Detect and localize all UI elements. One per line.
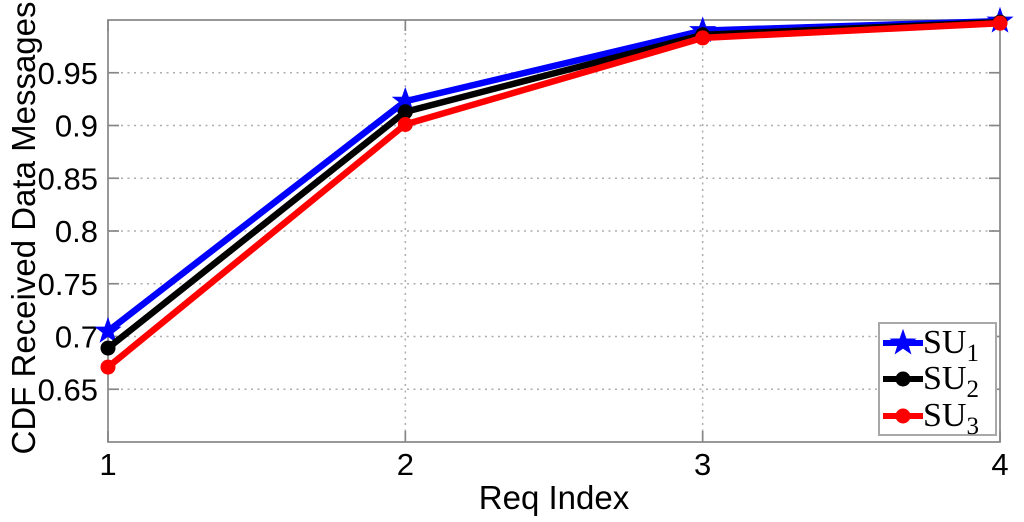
series-SU1 bbox=[94, 6, 1014, 343]
star-marker-icon bbox=[889, 328, 917, 355]
circle-icon bbox=[883, 408, 923, 423]
y-tick-label: 0.95 bbox=[38, 56, 98, 91]
circle-marker-icon bbox=[100, 340, 116, 356]
x-tick-label: 1 bbox=[99, 447, 116, 482]
x-tick-label: 3 bbox=[694, 447, 711, 482]
circle-marker-icon bbox=[397, 116, 413, 132]
y-tick-label: 0.9 bbox=[55, 109, 98, 144]
circle-marker-icon bbox=[895, 371, 911, 387]
legend: SU1 SU2 SU3 bbox=[878, 322, 997, 440]
x-tick-label: 2 bbox=[397, 447, 414, 482]
legend-label: SU2 bbox=[923, 360, 979, 403]
star-icon bbox=[883, 328, 923, 355]
y-tick-label: 0.65 bbox=[38, 372, 98, 407]
circle-marker-icon bbox=[992, 15, 1008, 31]
series-line-SU3 bbox=[105, 19, 1001, 370]
circle-marker-icon bbox=[695, 30, 711, 46]
y-tick-label: 0.7 bbox=[55, 320, 98, 355]
star-marker-icon bbox=[94, 316, 122, 343]
legend-item-SU1: SU1 bbox=[880, 323, 995, 367]
circle-icon bbox=[883, 371, 923, 387]
series-line-SU1 bbox=[106, 17, 1001, 334]
y-tick-label: 0.85 bbox=[38, 161, 98, 196]
series-SU3 bbox=[100, 15, 1008, 375]
y-tick-label: 0.8 bbox=[55, 214, 98, 249]
x-tick-label: 4 bbox=[991, 447, 1008, 482]
series-line-SU2 bbox=[105, 18, 1001, 351]
legend-item-SU2: SU2 bbox=[880, 360, 995, 403]
legend-label: SU1 bbox=[923, 323, 979, 367]
x-axis-label: Req Index bbox=[478, 479, 630, 516]
circle-marker-icon bbox=[895, 408, 911, 423]
circle-marker-icon bbox=[397, 104, 413, 120]
legend-label: SU3 bbox=[923, 396, 979, 440]
legend-item-SU3: SU3 bbox=[880, 396, 995, 440]
y-tick-label: 0.75 bbox=[38, 267, 98, 302]
circle-marker-icon bbox=[100, 359, 116, 375]
